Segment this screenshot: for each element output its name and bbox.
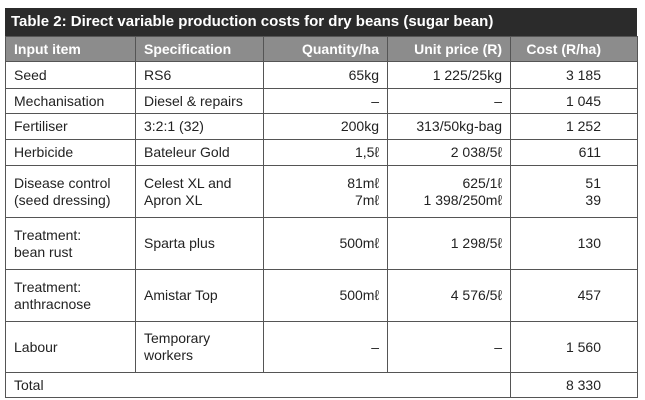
cell-line: bean rust [14, 243, 73, 260]
table-cell: 3:2:1 (32) [135, 113, 264, 140]
cell-line: 625/1ℓ [462, 174, 502, 191]
cell-line: 39 [585, 191, 601, 208]
cell-line: Treatment: [14, 226, 82, 243]
table-cell: Herbicide [5, 139, 136, 166]
table-cell: 81mℓ 7mℓ [263, 165, 388, 218]
table-cell: Mechanisation [5, 88, 136, 114]
table-cell: – [263, 321, 388, 373]
column-header: Specification [135, 36, 264, 62]
cell-line: Treatment: [14, 278, 82, 295]
table-cell: 1 045 [510, 88, 638, 114]
table-row: Herbicide Bateleur Gold 1,5ℓ 2 038/5ℓ 611 [5, 139, 638, 166]
table-cell: 4 576/5ℓ [387, 269, 511, 322]
column-header: Quantity/ha [263, 36, 388, 62]
table-cell: 1 560 [510, 321, 638, 373]
cell-line: Apron XL [144, 191, 203, 208]
table-row: Treatment: bean rust Sparta plus 500mℓ 1 298… [5, 217, 638, 270]
table-cell: 625/1ℓ 1 398/250mℓ [387, 165, 511, 218]
table-card: Table 2: Direct variable production cost… [5, 8, 638, 398]
table-row: Fertiliser 3:2:1 (32) 200kg 313/50kg-bag 1 2… [5, 113, 638, 140]
column-header: Input item [5, 36, 136, 62]
table-cell: – [387, 321, 511, 373]
table-cell: 1,5ℓ [263, 139, 388, 166]
table-cell: Bateleur Gold [135, 139, 264, 166]
table-cell: 2 038/5ℓ [387, 139, 511, 166]
table-cell: 200kg [263, 113, 388, 140]
table-cell: 611 [510, 139, 638, 166]
table-cell: Disease control (seed dressing) [5, 165, 136, 218]
table-row: Seed RS6 65kg 1 225/25kg 3 185 [5, 61, 638, 89]
table-cell: 130 [510, 217, 638, 270]
table-cell: Celest XL and Apron XL [135, 165, 264, 218]
table-cell: 1 225/25kg [387, 61, 511, 89]
table-cell: 500mℓ [263, 217, 388, 270]
table-cell: Temporary workers [135, 321, 264, 373]
table-cell: 3 185 [510, 61, 638, 89]
cell-line: (seed dressing) [14, 191, 111, 208]
table-cell: 500mℓ [263, 269, 388, 322]
cell-line: workers [144, 347, 194, 363]
table-cell: Seed [5, 61, 136, 89]
cell-line: 81mℓ [347, 174, 379, 191]
column-header: Cost (R/ha) [510, 36, 638, 62]
table-cell: 51 39 [510, 165, 638, 218]
table-cell: RS6 [135, 61, 264, 89]
cell-line: 1 398/250mℓ [423, 191, 502, 208]
table-cell: 1 252 [510, 113, 638, 140]
cell-line: Temporary [144, 330, 211, 346]
cost-table: Input item Specification Quantity/ha Unit p… [5, 36, 638, 398]
table-cell: 313/50kg-bag [387, 113, 511, 140]
table-cell: Diesel & repairs [135, 88, 264, 114]
cell-line: 7mℓ [355, 191, 379, 208]
table-row: Labour Temporary workers – –1 560 [5, 321, 638, 373]
table-cell: – [263, 88, 388, 114]
table-title: Table 2: Direct variable production cost… [5, 8, 637, 36]
table-cell: 65kg [263, 61, 388, 89]
table-cell: Fertiliser [5, 113, 136, 140]
table-row: Disease control (seed dressing) Celest XL … [5, 165, 638, 218]
table-cell: 457 [510, 269, 638, 322]
table-cell: Amistar Top [135, 269, 264, 322]
table-cell: Treatment: anthracnose [5, 269, 136, 322]
total-row: Total 8 330 [5, 372, 638, 398]
table-row: Treatment: anthracnose Amistar Top 500mℓ 4 5… [5, 269, 638, 322]
cell-line: 51 [585, 174, 601, 191]
cell-line: anthracnose [14, 295, 92, 312]
total-label: Total [5, 372, 511, 398]
cell-line: Celest XL and [144, 174, 232, 191]
table-cell: – [387, 88, 511, 114]
header-row: Input item Specification Quantity/ha Unit p… [5, 36, 638, 62]
total-value: 8 330 [510, 372, 638, 398]
cell-line: Disease control [14, 174, 111, 191]
table-cell: 1 298/5ℓ [387, 217, 511, 270]
table-row: Mechanisation Diesel & repairs – –1 045 [5, 88, 638, 114]
column-header: Unit price (R) [387, 36, 511, 62]
table-cell: Labour [5, 321, 136, 373]
table-cell: Treatment: bean rust [5, 217, 136, 270]
table-cell: Sparta plus [135, 217, 264, 270]
